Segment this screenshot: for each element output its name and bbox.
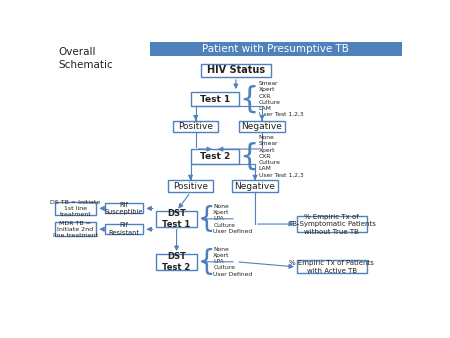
FancyBboxPatch shape: [239, 121, 285, 132]
Text: DST
Test 1: DST Test 1: [162, 209, 191, 229]
Text: Smear
Xpert
CXR
Culture
LAM
User Test 1,2,3: Smear Xpert CXR Culture LAM User Test 1,…: [259, 81, 303, 117]
FancyBboxPatch shape: [168, 180, 213, 192]
Text: Patient with Presumptive TB: Patient with Presumptive TB: [202, 44, 349, 54]
FancyBboxPatch shape: [201, 64, 271, 77]
FancyBboxPatch shape: [156, 254, 198, 270]
FancyBboxPatch shape: [190, 149, 239, 164]
FancyBboxPatch shape: [173, 121, 218, 132]
FancyBboxPatch shape: [105, 203, 144, 213]
Text: HIV Status: HIV Status: [207, 66, 265, 75]
Text: Positive: Positive: [178, 122, 213, 131]
Text: Test 2: Test 2: [200, 152, 230, 161]
Text: Rif
Susceptible: Rif Susceptible: [105, 202, 144, 215]
Text: {: {: [198, 248, 215, 276]
Text: None
Smear
Xpert
CXR
Culture
LAM
User Test 1,2,3: None Smear Xpert CXR Culture LAM User Te…: [259, 135, 303, 177]
Text: DST
Test 2: DST Test 2: [162, 252, 191, 272]
FancyBboxPatch shape: [297, 216, 367, 232]
Text: None
Xpert
LPA
Culture
User Defined: None Xpert LPA Culture User Defined: [213, 247, 252, 277]
Text: DS TB = Initiate
1st line
treatment: DS TB = Initiate 1st line treatment: [50, 200, 100, 217]
FancyBboxPatch shape: [54, 202, 96, 215]
FancyBboxPatch shape: [105, 224, 144, 234]
Text: Positive: Positive: [173, 182, 208, 191]
FancyBboxPatch shape: [297, 261, 367, 273]
Text: {: {: [198, 205, 215, 233]
FancyBboxPatch shape: [156, 211, 198, 227]
Text: Negative: Negative: [234, 182, 275, 191]
Text: Rif
Resistant: Rif Resistant: [109, 222, 140, 236]
Text: MDR TB =
Initiate 2nd
line treatment: MDR TB = Initiate 2nd line treatment: [53, 221, 98, 238]
FancyBboxPatch shape: [150, 42, 401, 56]
Text: {: {: [239, 142, 259, 171]
Text: Negative: Negative: [242, 122, 283, 131]
Text: Test 1: Test 1: [200, 95, 230, 104]
Text: Overall
Schematic: Overall Schematic: [58, 47, 113, 70]
FancyBboxPatch shape: [232, 180, 278, 192]
Text: % Empiric Tx of Patients
with Active TB: % Empiric Tx of Patients with Active TB: [289, 260, 374, 274]
Text: {: {: [239, 84, 259, 114]
FancyBboxPatch shape: [190, 92, 239, 106]
Text: % Empiric Tx of
TB-Symptomatic Patients
without True TB: % Empiric Tx of TB-Symptomatic Patients …: [288, 214, 376, 235]
FancyBboxPatch shape: [54, 222, 96, 236]
Text: None
Xpert
LPA
Culture
User Defined: None Xpert LPA Culture User Defined: [213, 204, 252, 234]
